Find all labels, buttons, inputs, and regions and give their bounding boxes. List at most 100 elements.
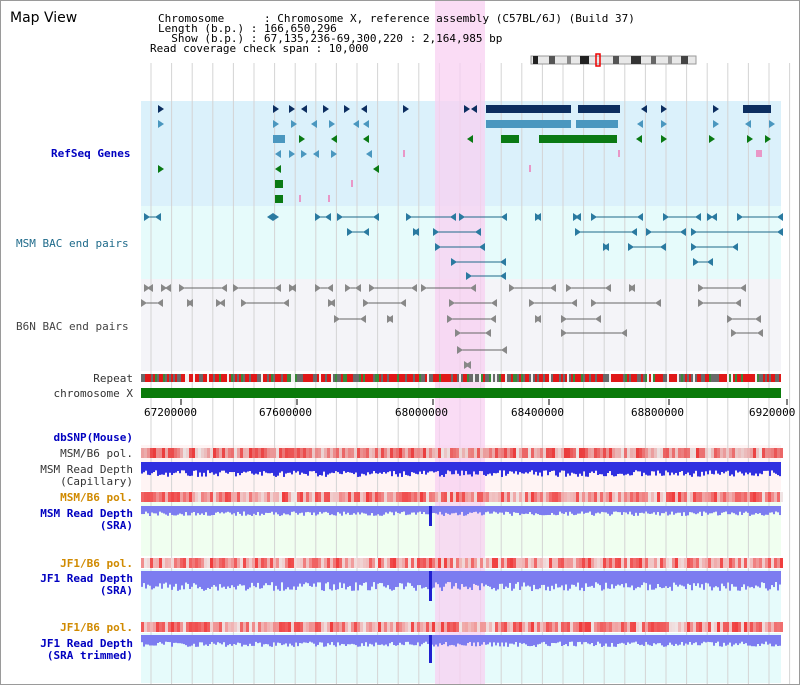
read-depth-bar	[329, 571, 331, 590]
repeat-segment	[767, 374, 769, 382]
gene-arrow	[561, 329, 567, 337]
pol-heat-cell	[216, 622, 219, 632]
pol-heat-cell	[198, 622, 201, 632]
pol-heat-cell	[753, 448, 756, 458]
repeat-segment	[301, 374, 303, 382]
track-label-jf1-depth-sra[interactable]: JF1 Read Depth	[40, 572, 133, 585]
pol-heat-cell	[306, 448, 309, 458]
pol-heat-cell	[612, 622, 615, 632]
pol-heat-cell	[396, 492, 399, 502]
repeat-segment	[489, 374, 491, 382]
read-depth-bar	[627, 571, 629, 588]
pol-heat-cell	[474, 492, 477, 502]
read-depth-bar	[713, 506, 715, 513]
track-label-dbsnp[interactable]: dbSNP(Mouse)	[53, 431, 133, 444]
repeat-segment	[417, 374, 419, 382]
pol-heat-cell	[351, 622, 354, 632]
repeat-segment	[701, 374, 703, 382]
read-depth-bar	[151, 635, 153, 646]
read-depth-bar	[503, 506, 505, 515]
read-depth-bar	[187, 506, 189, 516]
read-depth-bar	[543, 462, 545, 471]
read-depth-bar	[533, 506, 535, 516]
read-depth-bar	[345, 635, 347, 646]
pol-heat-cell	[510, 492, 513, 502]
pol-heat-cell	[528, 622, 531, 632]
read-depth-bar	[583, 506, 585, 514]
read-depth-bar	[717, 571, 719, 588]
gene-arrow	[144, 213, 150, 221]
read-depth-bar	[613, 635, 615, 647]
read-depth-bar	[299, 506, 301, 514]
track-label-msm-depth-sra[interactable]: MSM Read Depth	[40, 507, 133, 520]
gene-arrow	[301, 105, 307, 113]
pol-heat-cell	[270, 492, 273, 502]
read-depth-bar	[515, 571, 517, 584]
pol-heat-cell	[486, 492, 489, 502]
pol-heat-cell	[657, 622, 660, 632]
read-depth-bar	[269, 462, 271, 474]
pol-heat-cell	[381, 448, 384, 458]
pol-heat-cell	[777, 492, 780, 502]
pol-heat-cell	[288, 448, 291, 458]
read-depth-bar	[683, 506, 685, 513]
read-depth-bar	[179, 635, 181, 644]
pol-heat-cell	[258, 622, 261, 632]
pol-heat-cell	[192, 558, 195, 568]
track-label-jf1-depth-trimmed[interactable]: JF1 Read Depth	[40, 637, 133, 650]
pol-heat-cell	[351, 492, 354, 502]
pol-heat-cell	[363, 558, 366, 568]
read-depth-bar	[641, 462, 643, 477]
read-depth-bar	[219, 462, 221, 473]
read-depth-bar	[761, 506, 763, 516]
pol-heat-cell	[498, 448, 501, 458]
gene-arrow	[501, 213, 507, 221]
read-depth-bar	[357, 462, 359, 477]
pol-heat-cell	[459, 492, 462, 502]
read-depth-bar	[737, 571, 739, 591]
track-label-jf1-b6-pol-2[interactable]: JF1/B6 pol.	[60, 621, 133, 634]
read-depth-bar	[237, 635, 239, 643]
repeat-segment	[723, 374, 725, 382]
repeat-segment	[241, 374, 243, 382]
read-depth-bar	[205, 462, 207, 477]
read-depth-bar	[583, 635, 585, 643]
read-depth-bar	[403, 571, 405, 590]
pol-heat-cell	[474, 622, 477, 632]
read-depth-bar	[383, 506, 385, 515]
repeat-segment	[169, 374, 171, 382]
pol-heat-cell	[444, 448, 447, 458]
read-depth-bar	[261, 635, 263, 647]
track-label-refseq-genes[interactable]: RefSeq Genes	[51, 147, 131, 160]
read-depth-bar	[609, 462, 611, 472]
track-label-jf1-b6-pol-1[interactable]: JF1/B6 pol.	[60, 557, 133, 570]
repeat-segment	[705, 374, 707, 382]
pol-heat-cell	[771, 622, 774, 632]
pol-heat-cell	[549, 448, 552, 458]
pol-heat-cell	[651, 492, 654, 502]
track-label-b6n-bac[interactable]: B6N BAC end pairs	[16, 320, 129, 333]
read-depth-bar	[299, 462, 301, 475]
repeat-segment	[575, 374, 577, 382]
read-depth-bar	[163, 462, 165, 475]
repeat-segment	[533, 374, 535, 382]
repeat-segment	[265, 374, 267, 382]
read-depth-bar	[661, 506, 663, 514]
read-depth-bar	[635, 462, 637, 471]
gene-arrow	[535, 315, 541, 323]
track-label-msm-b6-pol-1[interactable]: MSM/B6 pol.	[60, 447, 133, 460]
gene-arrow	[363, 135, 369, 143]
read-depth-bar	[425, 571, 427, 588]
repeat-segment	[667, 374, 669, 382]
track-label-msm-bac[interactable]: MSM BAC end pairs	[16, 237, 129, 250]
pol-heat-cell	[621, 448, 624, 458]
pol-heat-cell	[435, 558, 438, 568]
read-depth-bar	[539, 571, 541, 589]
track-label-msm-depth-capillary[interactable]: MSM Read Depth	[40, 463, 133, 476]
read-depth-bar	[603, 571, 605, 590]
read-depth-bar	[579, 635, 581, 642]
track-label-msm-b6-pol-2[interactable]: MSM/B6 pol.	[60, 491, 133, 504]
pol-heat-cell	[651, 558, 654, 568]
read-depth-bar	[653, 571, 655, 590]
